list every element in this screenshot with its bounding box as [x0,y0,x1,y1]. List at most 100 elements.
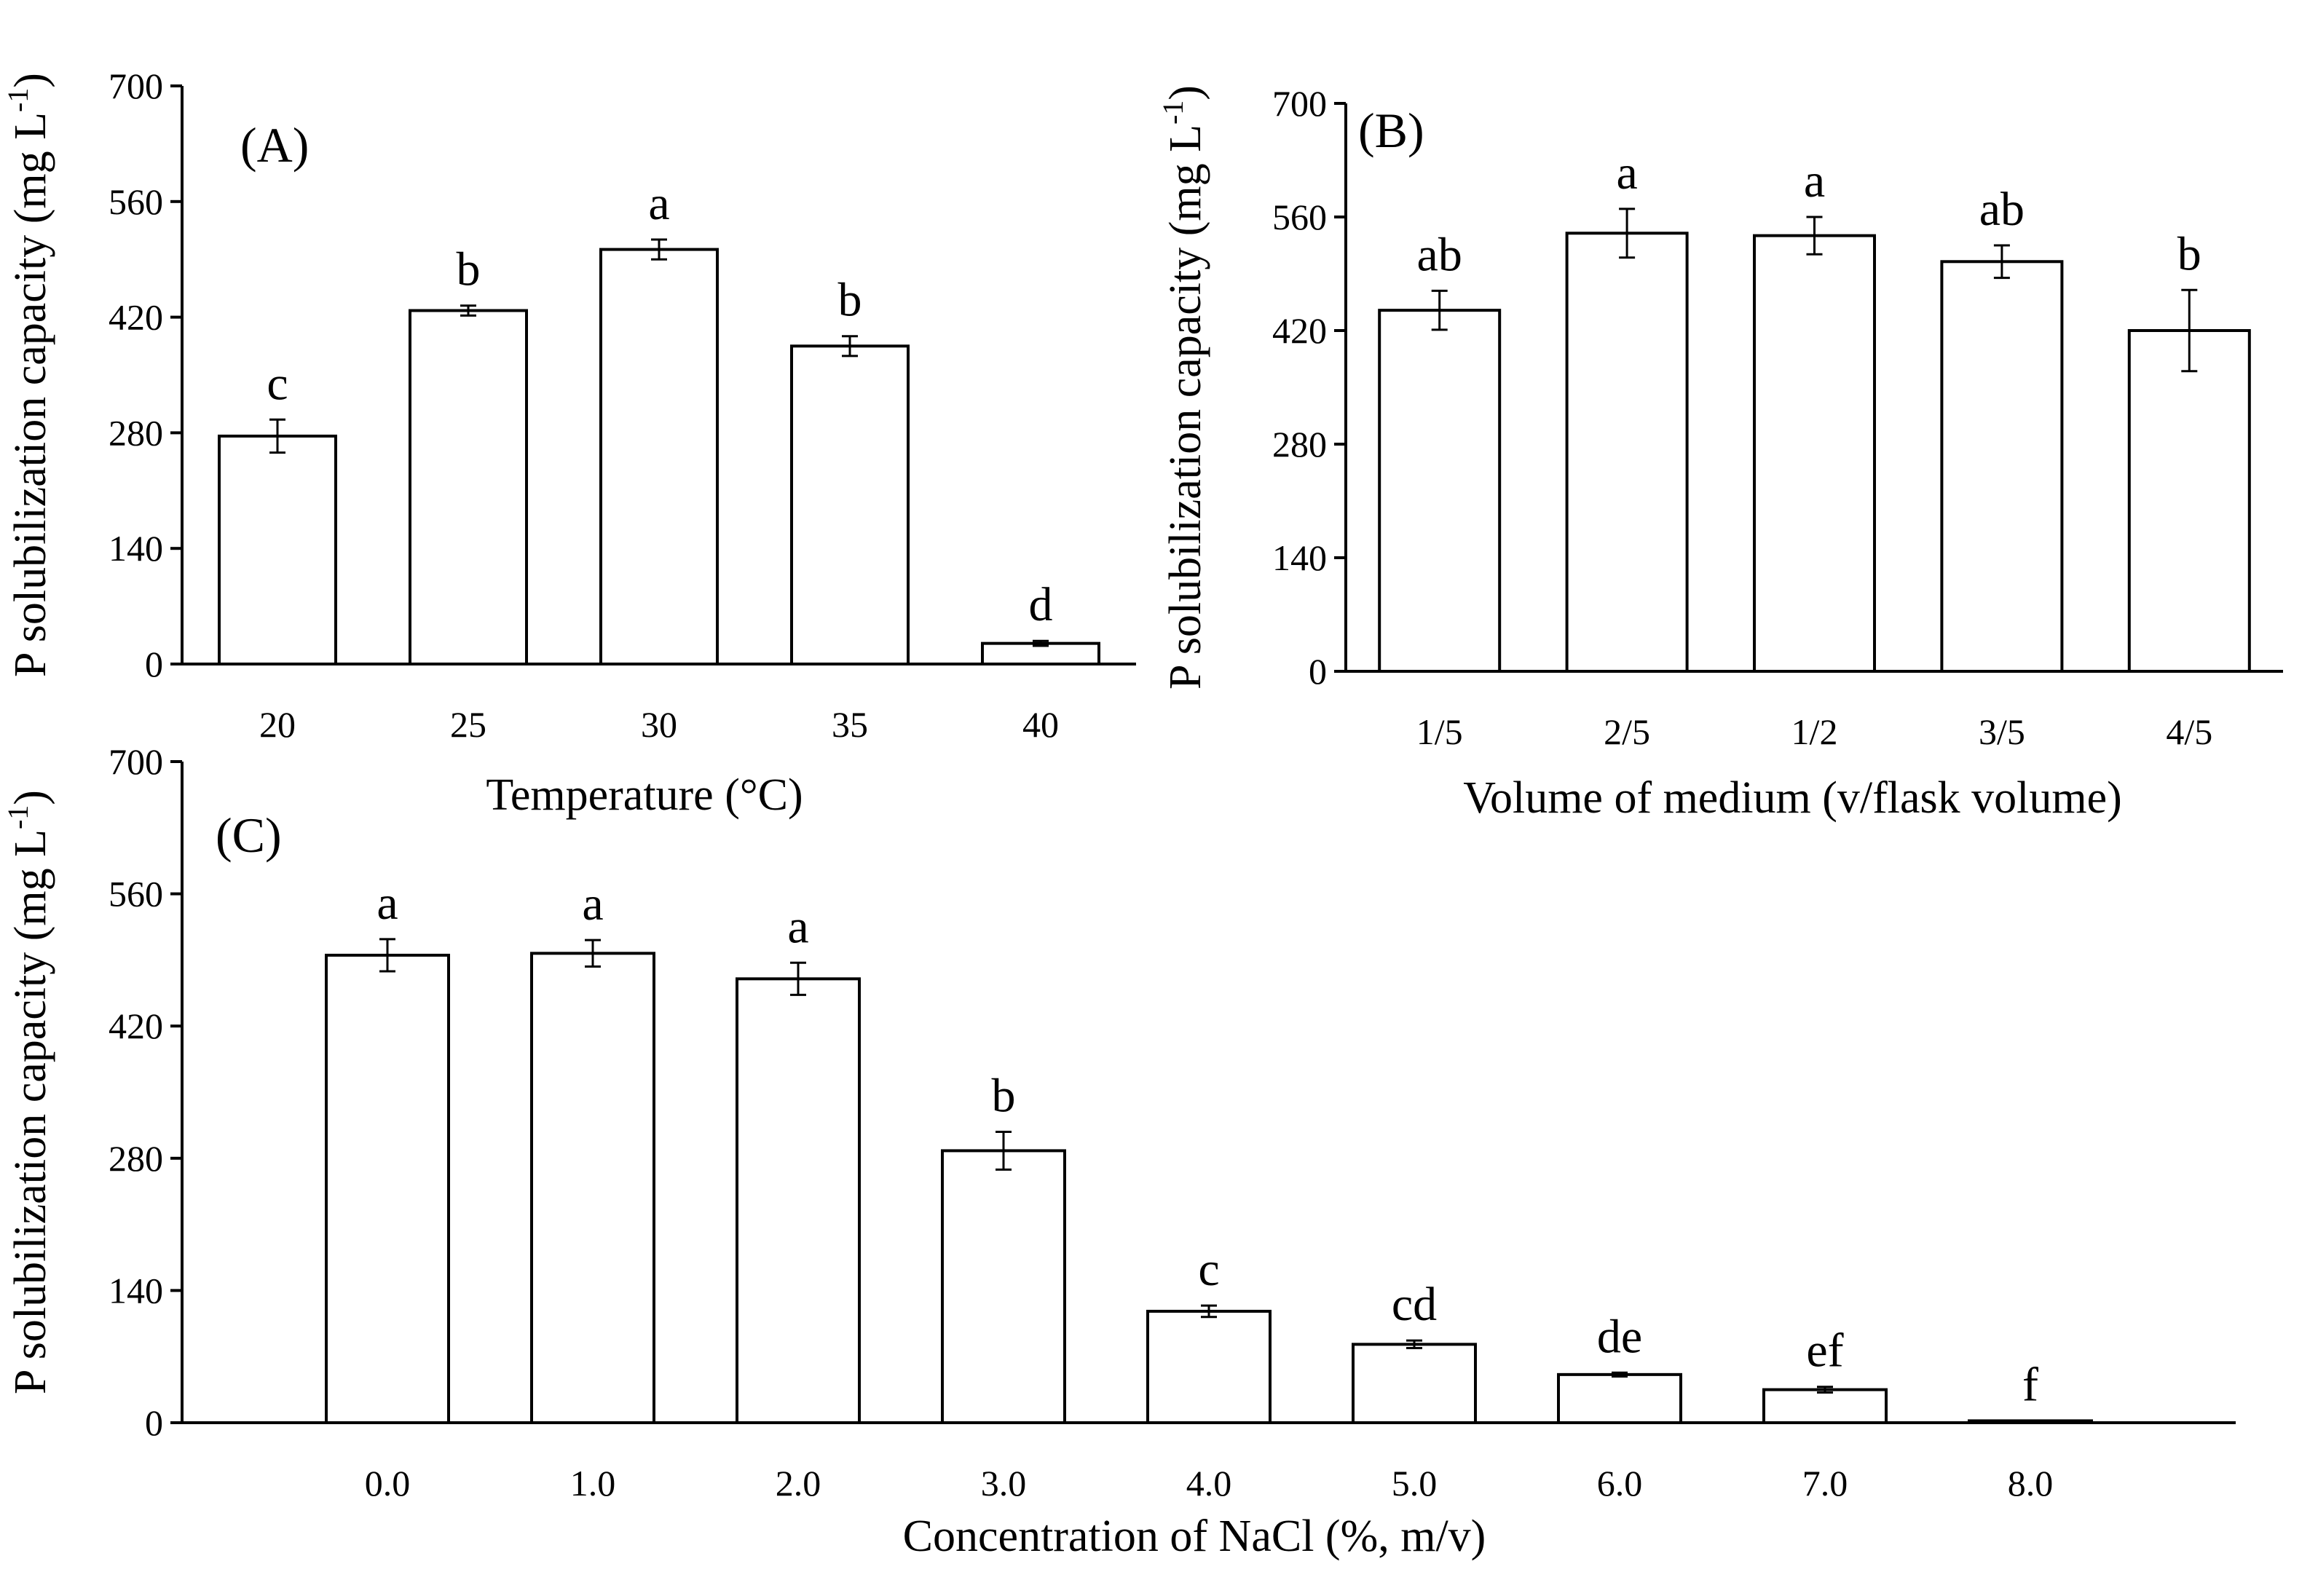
y-axis-title: P solubilization capacity (mg L-1) [1156,85,1210,690]
y-tick-label: 420 [109,297,163,338]
error-bar [1033,639,1049,647]
x-tick-label: 8.0 [2008,1463,2054,1504]
bar [1762,1388,1888,1424]
significance-letter: a [377,877,398,930]
y-axis-title-text: P solubilization capacity (mg L [1161,125,1210,690]
panel-label: (C) [216,807,282,863]
error-bar [1406,1339,1422,1350]
error-bar [1806,216,1823,256]
error-bar [842,335,858,357]
y-axis-title-close: ) [1161,85,1210,100]
chart-panel-a: 0 140 280 420 560 700 c 20 b 25 a 30 b 35 d 40 Temperatu… [1,66,1136,820]
error-bar [1993,244,2010,280]
x-tick-label: 1/2 [1791,711,1838,752]
significance-letter: ab [1979,183,2025,236]
significance-letter: ef [1806,1324,1843,1378]
error-bar [996,1130,1012,1171]
error-bar [1201,1304,1217,1319]
x-tick-label: 1/5 [1416,711,1463,752]
significance-letter: cd [1392,1278,1437,1331]
x-tick-label: 3.0 [981,1463,1027,1504]
y-axis-title-text: P solubilization capacity (mg L [6,112,55,677]
x-tick-label: 0.0 [365,1463,411,1504]
bar [736,977,861,1425]
y-axis-title-superscript: -1 [1156,100,1189,125]
significance-letter: b [838,274,862,327]
y-tick-label: 280 [109,1138,163,1179]
x-tick-label: 3/5 [1979,711,2025,752]
panel-label: (A) [240,117,309,173]
error-bar [379,938,395,973]
x-tick-label: 2/5 [1604,711,1650,752]
bar [1940,260,2064,673]
x-tick-label: 5.0 [1392,1463,1438,1504]
significance-letter: a [1616,146,1637,200]
x-tick-label: 4.0 [1186,1463,1232,1504]
chart-panel-b: 0 140 280 420 560 700 ab 1/5 a 2/5 a 1/2 ab 3/5 b 4/5 Vo… [1156,83,2283,823]
y-axis-title-superscript: -1 [1,805,34,829]
bar [1557,1372,1682,1424]
bar [941,1149,1066,1424]
significance-letter: c [267,357,288,410]
error-bar [2181,288,2198,373]
y-tick-label: 0 [145,1402,163,1443]
y-tick-label: 420 [109,1006,163,1046]
significance-letter: a [648,177,669,230]
y-axis-title-close: ) [6,790,55,805]
y-axis-title: P solubilization capacity (mg L-1) [1,790,55,1394]
x-axis-title: Temperature (°C) [486,770,803,820]
y-tick-label: 0 [1309,651,1327,692]
y-tick-label: 280 [109,412,163,453]
error-bar [460,304,476,317]
significance-letter: d [1029,578,1053,631]
x-tick-label: 20 [259,704,296,745]
bar [790,344,910,665]
significance-letter: a [1804,154,1825,208]
bar [218,434,337,665]
significance-letter: b [457,243,481,296]
significance-letter: ab [1417,228,1462,281]
x-tick-label: 6.0 [1597,1463,1643,1504]
y-axis-title: P solubilization capacity (mg L-1) [1,73,55,677]
significance-letter: de [1597,1310,1642,1363]
error-bar [651,238,667,261]
y-tick-label: 420 [1272,310,1327,351]
x-tick-label: 1.0 [570,1463,616,1504]
bar [325,953,450,1424]
bar [530,952,655,1424]
significance-letter: c [1198,1243,1219,1296]
y-tick-label: 560 [1272,197,1327,237]
y-tick-label: 700 [1272,83,1327,124]
x-axis-title: Concentration of NaCl (%, m/v) [903,1512,1486,1561]
bar [1968,1419,2093,1425]
x-tick-label: 35 [832,704,868,745]
bar [409,309,528,665]
significance-letter: b [992,1069,1016,1122]
error-bar [1817,1386,1833,1394]
significance-letter: a [582,877,603,931]
y-tick-label: 0 [145,644,163,684]
error-bar [1612,1371,1628,1378]
y-tick-label: 560 [109,181,163,222]
y-tick-label: 700 [109,741,163,782]
x-tick-label: 25 [450,704,486,745]
bar [1352,1343,1477,1425]
error-bar [1431,289,1448,331]
x-axis-title: Volume of medium (v/flask volume) [1463,773,2122,823]
x-tick-label: 40 [1022,704,1059,745]
x-tick-label: 30 [641,704,677,745]
bar [1146,1309,1272,1424]
y-axis-title-superscript: -1 [1,88,34,112]
chart-panel-c: 0 140 280 420 560 700 a 0.0 a 1.0 a 2.0 b 3.0 c 4.0 cd 5.… [1,741,2236,1561]
bar [1378,309,1502,673]
y-tick-label: 140 [1272,537,1327,578]
error-bar [1619,208,1636,259]
error-bar [585,939,601,968]
bar [2127,329,2251,673]
bar [1753,234,1876,673]
significance-letter: a [787,900,808,953]
y-axis-title-close: ) [6,73,55,88]
x-tick-label: 2.0 [776,1463,821,1504]
